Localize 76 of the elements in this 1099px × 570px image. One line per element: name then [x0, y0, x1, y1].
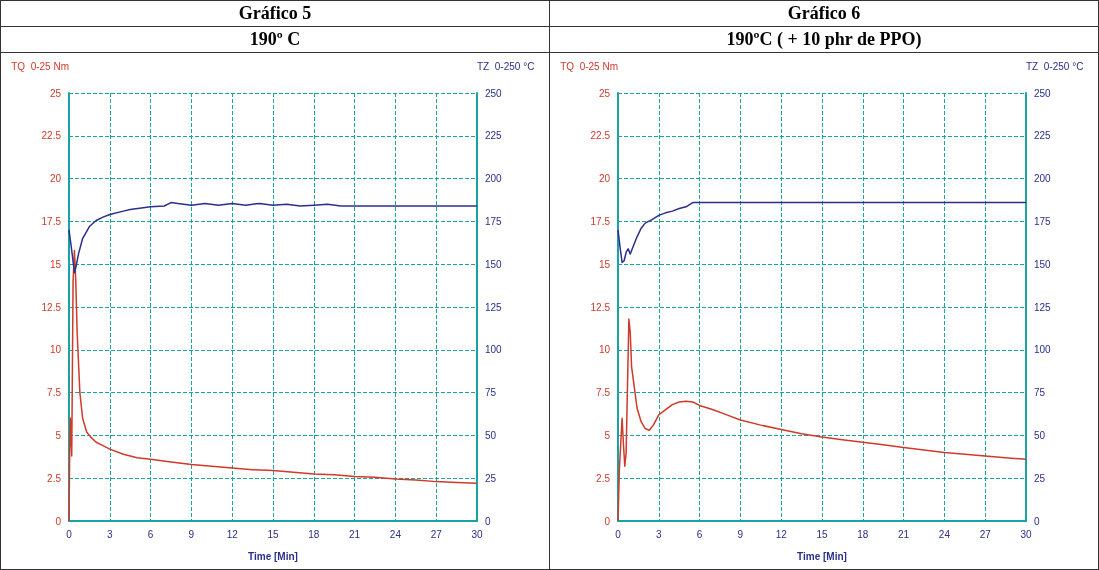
- x-tick-label: 6: [696, 528, 703, 540]
- x-tick-label: 6: [147, 528, 154, 540]
- y2-tick-label: 100: [485, 344, 503, 356]
- x-tick-label: 21: [898, 528, 910, 540]
- y-tick-label: 7.5: [47, 387, 62, 399]
- y-axis-title: TQ 0-25 Nm: [11, 60, 69, 72]
- x-tick-label: 27: [979, 528, 992, 540]
- y-tick-label: 15: [49, 258, 62, 270]
- x-tick-label: 24: [938, 528, 951, 540]
- y2-tick-label: 125: [1034, 301, 1052, 313]
- y-tick-label: 17.5: [41, 215, 62, 227]
- x-tick-label: 18: [857, 528, 869, 540]
- y-tick-label: 25: [598, 87, 611, 99]
- y2-tick-label: 250: [1034, 87, 1052, 99]
- y2-tick-label: 125: [485, 301, 503, 313]
- y2-tick-label: 175: [485, 215, 503, 227]
- y-tick-label: 2.5: [47, 472, 62, 484]
- x-tick-label: 24: [389, 528, 402, 540]
- y-tick-label: 22.5: [41, 130, 62, 142]
- x-tick-label: 18: [308, 528, 320, 540]
- y2-tick-label: 200: [485, 173, 503, 185]
- y2-tick-label: 100: [1034, 344, 1052, 356]
- y-tick-label: 10: [49, 344, 62, 356]
- y2-tick-label: 75: [1034, 387, 1046, 399]
- x-tick-label: 27: [430, 528, 443, 540]
- y-tick-label: 12.5: [590, 301, 611, 313]
- y2-tick-label: 50: [485, 429, 497, 441]
- y-tick-label: 0: [604, 515, 611, 527]
- x-tick-label: 3: [656, 528, 663, 540]
- chart-subtitle: 190ºC ( + 10 phr de PPO): [550, 27, 1098, 53]
- chart-title: Gráfico 5: [1, 1, 549, 27]
- y2-tick-label: 150: [485, 258, 503, 270]
- y2-tick-label: 225: [485, 130, 503, 142]
- y2-tick-label: 150: [1034, 258, 1052, 270]
- y2-tick-label: 50: [1034, 429, 1046, 441]
- x-tick-label: 12: [775, 528, 788, 540]
- y2-tick-label: 75: [485, 387, 497, 399]
- x-tick-label: 12: [226, 528, 239, 540]
- y-tick-label: 0: [55, 515, 62, 527]
- y-tick-label: 5: [604, 429, 611, 441]
- x-tick-label: 9: [737, 528, 744, 540]
- y-tick-label: 2.5: [596, 472, 611, 484]
- x-tick-label: 30: [1020, 528, 1032, 540]
- y-tick-label: 17.5: [590, 215, 611, 227]
- x-tick-label: 15: [816, 528, 828, 540]
- x-tick-label: 15: [267, 528, 279, 540]
- y-tick-label: 20: [598, 173, 611, 185]
- y2-tick-label: 25: [485, 472, 497, 484]
- x-tick-label: 30: [471, 528, 483, 540]
- y2-tick-label: 0: [1034, 515, 1040, 527]
- x-tick-label: 0: [66, 528, 73, 540]
- y2-tick-label: 225: [1034, 130, 1052, 142]
- x-tick-label: 21: [349, 528, 361, 540]
- y-tick-label: 5: [55, 429, 62, 441]
- x-tick-label: 3: [107, 528, 114, 540]
- x-axis-title: Time [Min]: [797, 550, 847, 562]
- y-tick-label: 22.5: [590, 130, 611, 142]
- y-tick-label: 25: [49, 87, 62, 99]
- chart-subtitle: 190º C: [1, 27, 549, 53]
- x-tick-label: 9: [188, 528, 195, 540]
- y2-tick-label: 200: [1034, 173, 1052, 185]
- y-tick-label: 10: [598, 344, 611, 356]
- x-tick-label: 0: [615, 528, 622, 540]
- y-tick-label: 12.5: [41, 301, 62, 313]
- y2-tick-label: 25: [1034, 472, 1046, 484]
- chart-title: Gráfico 6: [550, 1, 1098, 27]
- y-tick-label: 15: [598, 258, 611, 270]
- y-axis-title: TQ 0-25 Nm: [560, 60, 618, 72]
- y-tick-label: 7.5: [596, 387, 611, 399]
- y2-tick-label: 175: [1034, 215, 1052, 227]
- y2-tick-label: 250: [485, 87, 503, 99]
- y2-tick-label: 0: [485, 515, 491, 527]
- x-axis-title: Time [Min]: [248, 550, 298, 562]
- y2-axis-title: TZ 0-250 °C: [477, 60, 535, 72]
- y2-axis-title: TZ 0-250 °C: [1026, 60, 1084, 72]
- y-tick-label: 20: [49, 173, 62, 185]
